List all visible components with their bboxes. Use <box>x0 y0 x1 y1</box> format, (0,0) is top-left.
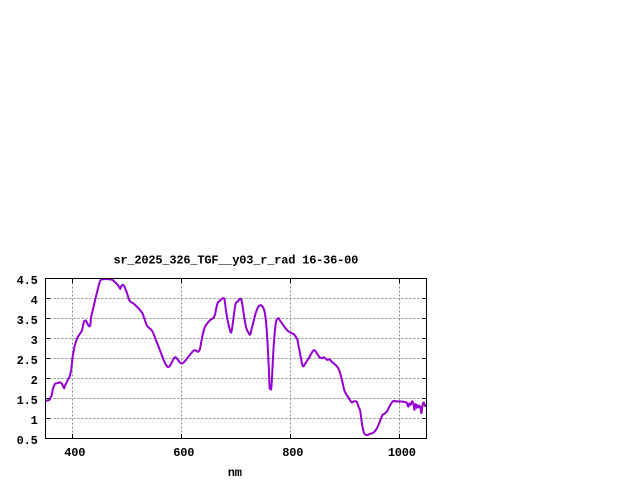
svg-text:3: 3 <box>31 334 38 348</box>
svg-text:1000: 1000 <box>388 446 416 460</box>
svg-text:2.5: 2.5 <box>17 354 38 368</box>
svg-text:3.5: 3.5 <box>17 314 38 328</box>
svg-text:sr_2025_326_TGF__y03_r_rad 16-: sr_2025_326_TGF__y03_r_rad 16-36-00 <box>113 254 358 268</box>
svg-text:1: 1 <box>31 414 38 428</box>
svg-text:600: 600 <box>173 446 194 460</box>
svg-text:400: 400 <box>64 446 85 460</box>
svg-text:1.5: 1.5 <box>17 394 38 408</box>
svg-text:0.5: 0.5 <box>17 434 38 448</box>
svg-text:2: 2 <box>31 374 38 388</box>
svg-text:4: 4 <box>31 294 38 308</box>
svg-text:nm: nm <box>228 466 242 480</box>
svg-text:4.5: 4.5 <box>17 274 38 288</box>
svg-text:800: 800 <box>282 446 303 460</box>
